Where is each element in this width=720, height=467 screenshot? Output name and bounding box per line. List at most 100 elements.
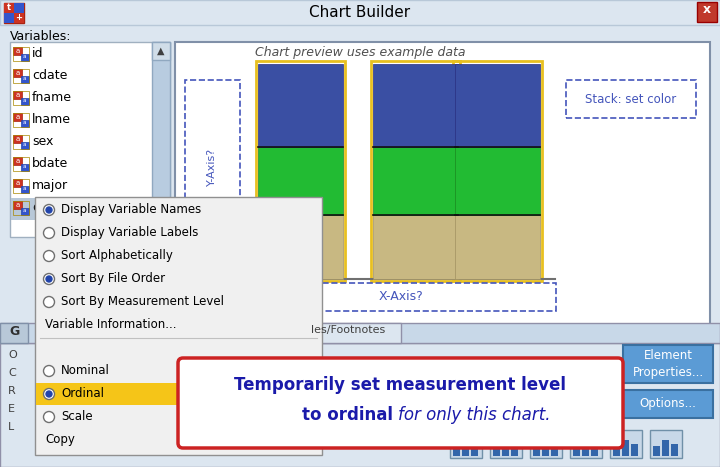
Bar	[373, 64, 458, 147]
Text: a: a	[16, 180, 20, 186]
Circle shape	[43, 205, 55, 215]
Bar	[471, 444, 478, 456]
Text: E: E	[8, 404, 15, 414]
Text: C: C	[8, 368, 16, 378]
Bar	[13, 47, 29, 61]
Text: L: L	[8, 422, 14, 432]
Text: Chart Builder: Chart Builder	[310, 5, 410, 20]
Text: a: a	[22, 99, 26, 104]
Text: Temporarily set measurement level: Temporarily set measurement level	[235, 376, 567, 394]
Bar	[21, 120, 29, 127]
Bar	[13, 91, 29, 105]
Bar	[13, 179, 22, 187]
Bar	[570, 430, 602, 458]
Bar	[0, 323, 28, 343]
Bar	[21, 98, 29, 105]
Bar	[502, 440, 509, 456]
Bar	[0, 323, 720, 343]
Text: Display Variable Names: Display Variable Names	[61, 203, 202, 216]
Text: Options...: Options...	[639, 397, 696, 410]
Bar	[671, 444, 678, 456]
Text: a: a	[16, 92, 20, 98]
Text: +: +	[16, 14, 22, 22]
Bar	[453, 61, 542, 281]
Text: ▲: ▲	[157, 46, 165, 56]
Bar	[14, 3, 24, 13]
Bar	[530, 430, 562, 458]
Text: les/Footnotes: les/Footnotes	[311, 325, 385, 335]
Bar	[493, 446, 500, 456]
Bar	[13, 113, 22, 121]
Text: id: id	[32, 47, 43, 60]
Bar	[13, 157, 29, 171]
Text: a: a	[16, 136, 20, 142]
Text: a: a	[22, 208, 26, 213]
Bar	[152, 42, 170, 60]
Bar	[13, 179, 29, 193]
Bar	[256, 61, 345, 281]
Text: a: a	[16, 158, 20, 164]
Bar	[21, 186, 29, 193]
Bar	[13, 47, 22, 55]
Bar	[573, 446, 580, 456]
Text: a: a	[22, 120, 26, 126]
Text: Ctrl+C: Ctrl+C	[272, 433, 312, 446]
Bar	[623, 345, 713, 383]
Bar	[13, 135, 22, 143]
Bar	[566, 80, 696, 118]
Text: G: G	[9, 325, 19, 338]
Text: cdate: cdate	[32, 69, 68, 82]
Text: a: a	[16, 48, 20, 54]
Bar	[13, 157, 22, 165]
Text: Sort By Measurement Level: Sort By Measurement Level	[61, 295, 224, 308]
Text: Variable Information...: Variable Information...	[45, 318, 176, 331]
Text: major: major	[32, 179, 68, 192]
Bar	[4, 13, 14, 23]
Circle shape	[46, 207, 52, 213]
Bar	[36, 383, 321, 405]
Bar	[21, 142, 29, 149]
Text: Variables:: Variables:	[10, 30, 71, 43]
Bar	[542, 440, 549, 456]
Bar	[4, 3, 24, 23]
Text: Element
Properties...: Element Properties...	[632, 349, 703, 379]
Bar	[14, 13, 24, 23]
Bar	[152, 42, 170, 237]
Text: Chart preview uses example data: Chart preview uses example data	[255, 46, 465, 59]
Bar	[246, 283, 556, 311]
Bar	[13, 91, 22, 99]
Bar	[462, 440, 469, 456]
Text: Copy: Copy	[45, 433, 75, 446]
Text: Y-Axis?: Y-Axis?	[207, 148, 217, 186]
FancyBboxPatch shape	[178, 358, 623, 448]
Circle shape	[43, 274, 55, 284]
Text: Nominal: Nominal	[61, 364, 110, 377]
Bar	[13, 113, 29, 127]
Bar	[582, 440, 589, 456]
Bar	[697, 2, 717, 22]
Bar	[662, 440, 669, 456]
Text: q1: q1	[32, 201, 48, 214]
Bar	[13, 69, 22, 77]
Bar	[631, 444, 638, 456]
Bar	[4, 3, 14, 13]
Bar	[175, 42, 710, 325]
Text: a: a	[22, 55, 26, 59]
Bar	[455, 215, 540, 279]
Bar	[613, 446, 620, 456]
Bar	[533, 446, 540, 456]
Bar	[185, 80, 240, 255]
Bar	[0, 343, 720, 467]
Bar	[453, 446, 460, 456]
Circle shape	[46, 276, 52, 282]
Text: fname: fname	[32, 91, 72, 104]
Bar	[13, 69, 29, 83]
Bar	[455, 64, 540, 147]
Bar	[591, 444, 598, 456]
Text: a: a	[22, 142, 26, 148]
Bar	[296, 323, 401, 343]
Bar	[653, 446, 660, 456]
Bar	[450, 430, 482, 458]
Text: Sort By File Order: Sort By File Order	[61, 272, 165, 285]
Circle shape	[43, 389, 55, 399]
